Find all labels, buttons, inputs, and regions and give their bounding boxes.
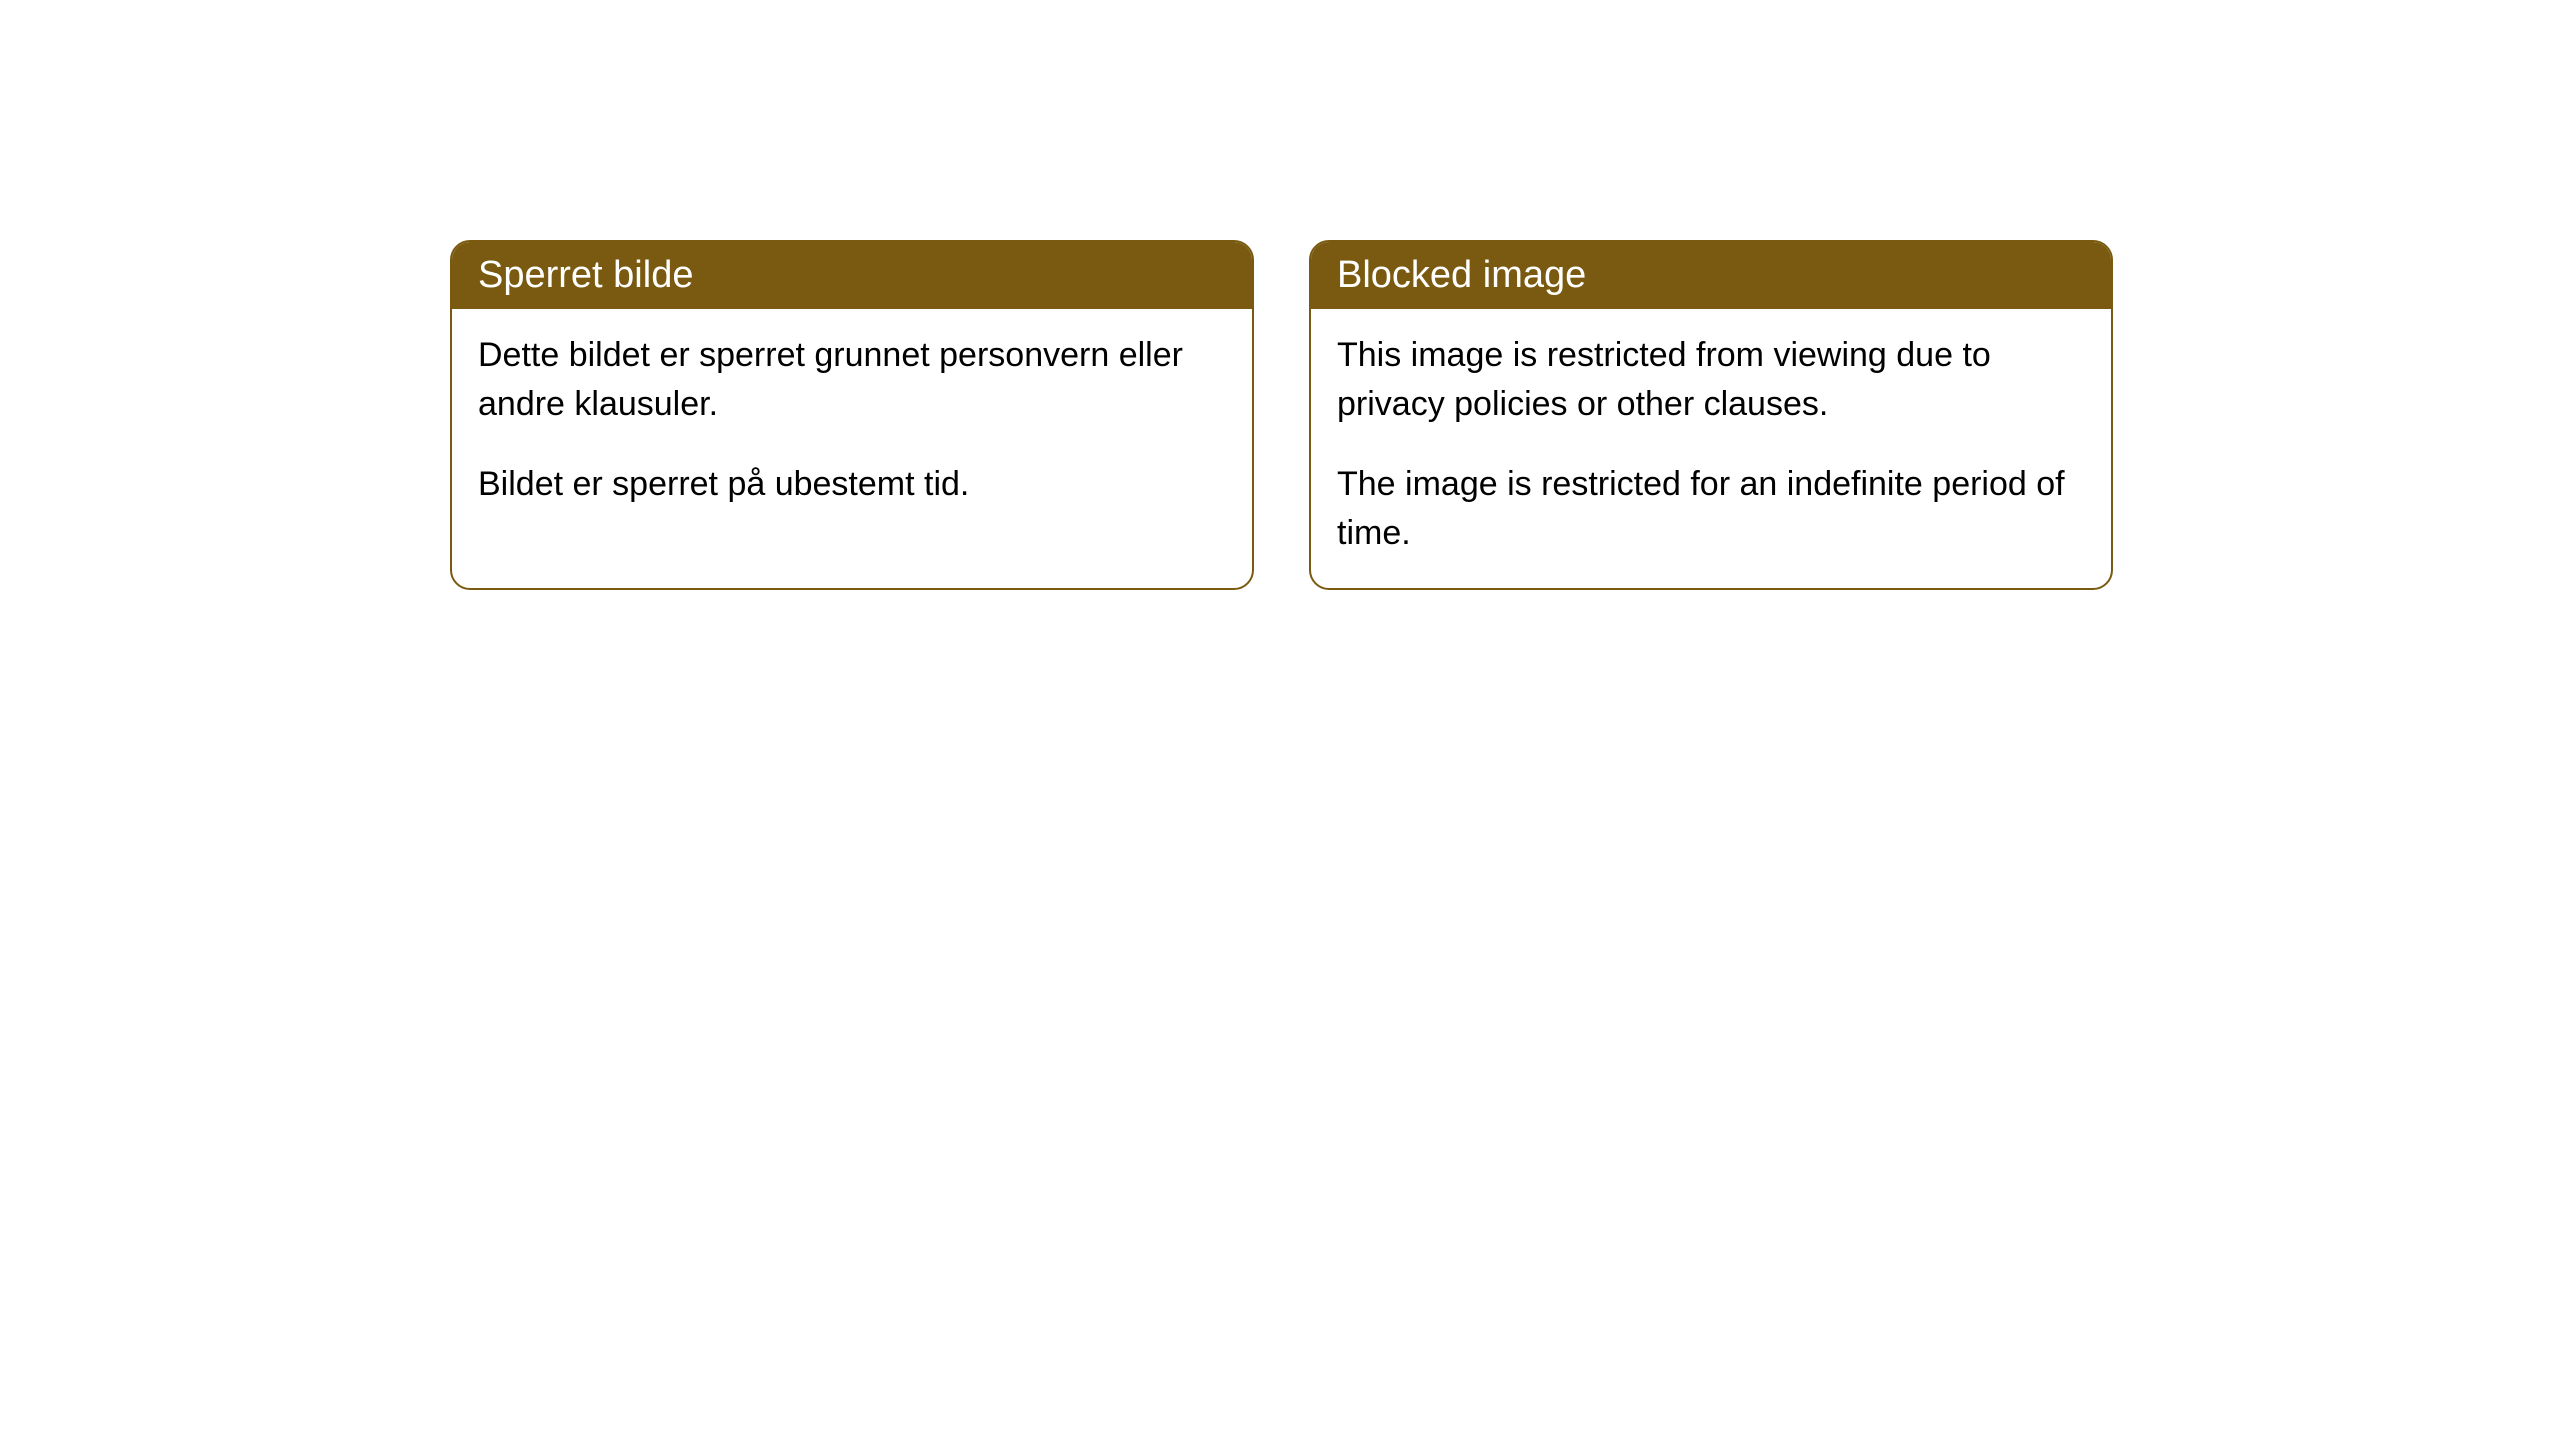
card-norwegian: Sperret bilde Dette bildet er sperret gr…	[450, 240, 1254, 590]
card-text-2-english: The image is restricted for an indefinit…	[1337, 460, 2085, 559]
card-body-english: This image is restricted from viewing du…	[1311, 309, 2111, 588]
cards-container: Sperret bilde Dette bildet er sperret gr…	[450, 240, 2113, 590]
card-text-1-english: This image is restricted from viewing du…	[1337, 331, 2085, 430]
card-body-norwegian: Dette bildet er sperret grunnet personve…	[452, 309, 1252, 539]
card-header-norwegian: Sperret bilde	[452, 242, 1252, 309]
card-text-2-norwegian: Bildet er sperret på ubestemt tid.	[478, 460, 1226, 509]
card-header-english: Blocked image	[1311, 242, 2111, 309]
card-english: Blocked image This image is restricted f…	[1309, 240, 2113, 590]
card-text-1-norwegian: Dette bildet er sperret grunnet personve…	[478, 331, 1226, 430]
